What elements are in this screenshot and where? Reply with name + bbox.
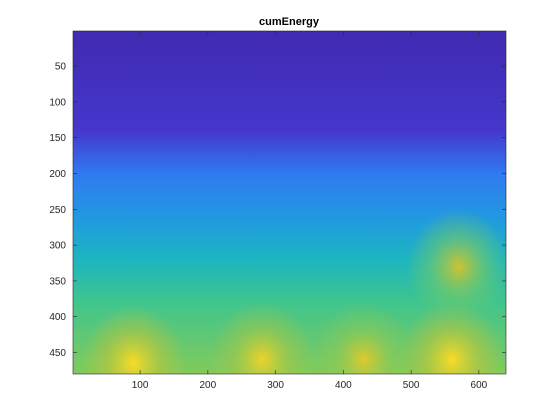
y-tick-label: 200 bbox=[49, 169, 66, 180]
y-tick-label: 450 bbox=[49, 348, 66, 359]
x-tick-label: 200 bbox=[200, 380, 217, 391]
y-tick-label: 250 bbox=[49, 205, 66, 216]
x-tick-label: 100 bbox=[132, 380, 149, 391]
y-tick-label: 350 bbox=[49, 276, 66, 287]
axes-box bbox=[72, 30, 507, 375]
heatmap-hotspot bbox=[81, 305, 186, 374]
x-tick-label: 300 bbox=[267, 380, 284, 391]
x-axis: 100 200 300 400 500 600 bbox=[132, 31, 488, 391]
y-tick-label: 50 bbox=[55, 62, 67, 73]
y-tick-label: 300 bbox=[49, 241, 66, 252]
x-tick-label: 400 bbox=[335, 380, 352, 391]
x-tick-label: 600 bbox=[471, 380, 488, 391]
y-tick-label: 100 bbox=[49, 97, 66, 108]
heatmap-hotspot bbox=[210, 301, 315, 374]
y-tick-label: 150 bbox=[49, 133, 66, 144]
y-tick-label: 400 bbox=[49, 312, 66, 323]
plot-area bbox=[73, 31, 506, 374]
heatmap-hotspot bbox=[311, 301, 416, 374]
chart-title: cumEnergy bbox=[259, 16, 320, 28]
heatmap-hotspot bbox=[406, 208, 506, 325]
y-axis: 50 100 150 200 250 300 350 400 450 bbox=[49, 62, 506, 359]
x-tick-label: 500 bbox=[403, 380, 420, 391]
